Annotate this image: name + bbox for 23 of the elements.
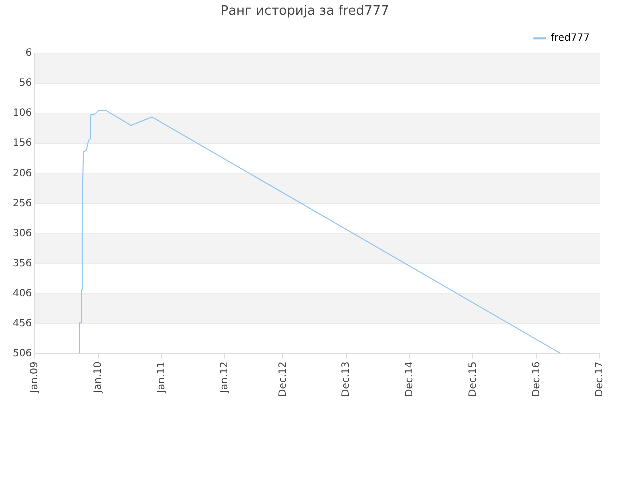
y-tick-label: 306 [12, 228, 32, 240]
y-tick-label: 106 [12, 108, 32, 120]
x-tick-label: Dec.16 [531, 362, 542, 398]
x-tick-label: Dec.13 [341, 362, 352, 398]
y-tick-label: 156 [12, 138, 32, 150]
x-tick-label: Dec.14 [404, 362, 416, 398]
y-tick-label: 456 [12, 318, 32, 330]
x-tick-label: Dec.15 [468, 362, 479, 398]
x-tick-label: Dec.12 [278, 362, 289, 398]
x-tick-label: Jan.11 [156, 362, 168, 394]
x-tick-label: Jan.10 [93, 362, 104, 394]
x-tick-label: Jan.09 [30, 362, 41, 394]
y-tick-label: 356 [12, 258, 32, 270]
y-tick-label: 256 [12, 198, 32, 210]
x-tick-label: Dec.17 [594, 362, 606, 398]
y-tick-label: 56 [19, 78, 32, 90]
x-tick-label: Jan.12 [220, 362, 231, 394]
y-tick-label: 6 [26, 48, 32, 60]
legend-label: fred777 [551, 33, 590, 44]
y-tick-label: 506 [12, 348, 32, 360]
y-tick-label: 206 [12, 168, 32, 180]
y-tick-label: 406 [12, 288, 32, 300]
chart-title: Ранг историја за fred777 [220, 4, 390, 20]
